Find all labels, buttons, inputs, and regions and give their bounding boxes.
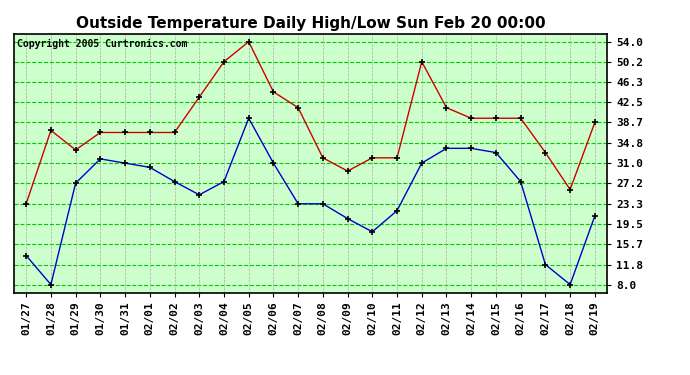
Title: Outside Temperature Daily High/Low Sun Feb 20 00:00: Outside Temperature Daily High/Low Sun F… — [76, 16, 545, 31]
Text: Copyright 2005 Curtronics.com: Copyright 2005 Curtronics.com — [17, 39, 187, 49]
